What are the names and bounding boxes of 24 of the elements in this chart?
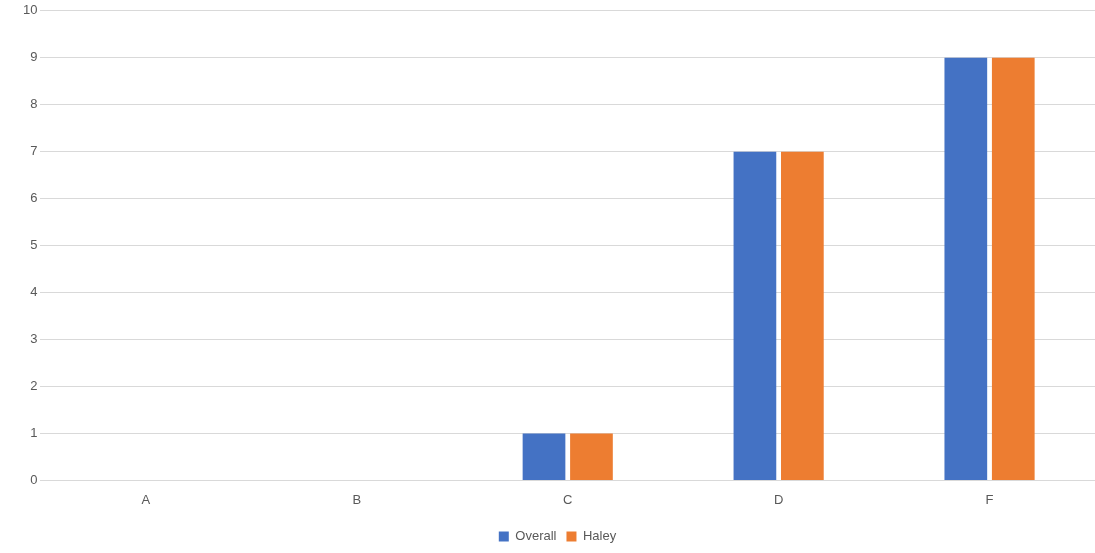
x-tick-label: F (985, 491, 994, 507)
bar (522, 433, 566, 480)
y-tick-label: 9 (30, 49, 38, 65)
y-tick-label: 4 (30, 284, 38, 300)
x-tick-label: D (773, 491, 784, 507)
bar (944, 57, 988, 480)
y-tick-label: 0 (30, 471, 38, 487)
bar (991, 57, 1035, 480)
x-tick-label: B (352, 491, 362, 507)
bar (733, 151, 777, 480)
y-tick-label: 1 (30, 425, 38, 441)
y-tick-label: 2 (30, 378, 38, 394)
y-tick-label: 5 (30, 237, 38, 253)
y-tick-label: 6 (30, 190, 38, 206)
x-tick-label: A (141, 491, 151, 507)
legend-label: Haley (582, 528, 617, 544)
bar (781, 151, 824, 480)
y-tick-label: 10 (22, 2, 38, 18)
x-tick-label: C (563, 491, 573, 507)
legend-label: Overall (515, 528, 557, 544)
y-tick-label: 8 (30, 96, 38, 112)
bar (570, 433, 613, 480)
y-tick-label: 3 (30, 331, 38, 347)
y-tick-label: 7 (30, 143, 38, 159)
